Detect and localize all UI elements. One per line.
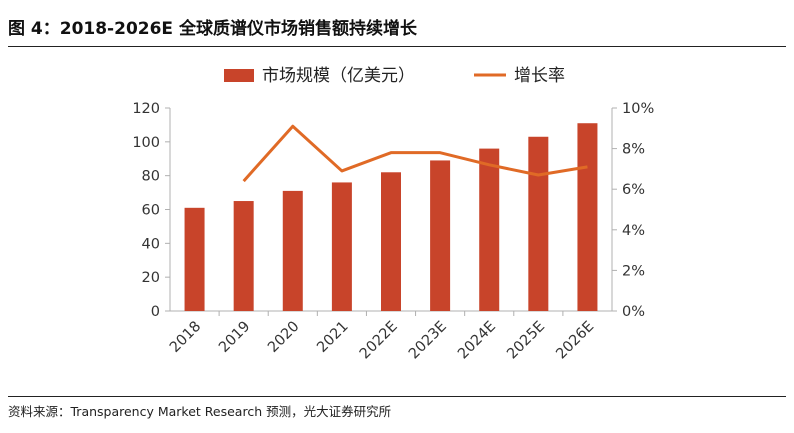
x-tick-label: 2020 bbox=[265, 319, 302, 356]
growth-line bbox=[242, 124, 588, 183]
x-tick-label: 2024E bbox=[455, 319, 499, 363]
x-tick-label: 2022E bbox=[357, 319, 401, 363]
x-tick-label: 2023E bbox=[406, 319, 450, 363]
y-left-tick-label: 80 bbox=[142, 169, 160, 185]
legend-label-bar: 市场规模（亿美元） bbox=[262, 66, 415, 86]
y-left-tick-label: 60 bbox=[142, 203, 160, 219]
bars bbox=[184, 123, 598, 311]
bar-2018 bbox=[184, 207, 205, 311]
title-rule bbox=[8, 46, 786, 47]
y-right-tick-label: 4% bbox=[622, 223, 645, 239]
y-right-tick-label: 10% bbox=[622, 101, 654, 117]
bar-2026E bbox=[577, 123, 598, 311]
y-left-tick-label: 40 bbox=[142, 236, 160, 252]
bar-2023E bbox=[430, 160, 451, 311]
bar-2024E bbox=[479, 148, 500, 311]
x-tick-label: 2018 bbox=[167, 319, 204, 356]
y-left-tick-label: 20 bbox=[142, 270, 160, 286]
x-tick-label: 2026E bbox=[553, 319, 597, 363]
growth-rate-line bbox=[242, 124, 588, 183]
legend-swatch-bar bbox=[224, 69, 254, 82]
source-rule bbox=[8, 396, 786, 397]
bar-2021 bbox=[331, 182, 352, 311]
axes: 0 20 40 60 80 100 120 0% 2% 4% 6% 8% 10% bbox=[132, 101, 654, 320]
y-right-tick-label: 6% bbox=[622, 182, 645, 198]
y-left-tick-label: 120 bbox=[132, 101, 160, 117]
x-tick-label: 2019 bbox=[216, 319, 253, 356]
source-note: 资料来源：Transparency Market Research 预测，光大证… bbox=[8, 404, 392, 419]
bar-2020 bbox=[282, 190, 303, 311]
bar-2025E bbox=[528, 136, 549, 311]
bar-2022E bbox=[381, 172, 401, 311]
figure-title: 图 4：2018-2026E 全球质谱仪市场销售额持续增长 bbox=[8, 19, 417, 39]
x-tick-label: 2021 bbox=[314, 319, 351, 356]
x-tick-label: 2025E bbox=[504, 319, 548, 363]
bar-2019 bbox=[233, 201, 254, 311]
y-left-tick-label: 0 bbox=[151, 304, 160, 320]
x-tick-labels: 2018 2019 2020 2021 2022E 2023E 2024E 2025E 2026… bbox=[167, 319, 597, 363]
y-right-tick-label: 0% bbox=[622, 304, 645, 320]
y-right-tick-label: 8% bbox=[622, 142, 645, 158]
combo-chart: 市场规模（亿美元） 增长率 0 20 40 60 80 100 120 0% 2% 4% 6% 8% 10… bbox=[132, 66, 654, 363]
y-right-tick-label: 2% bbox=[622, 263, 645, 279]
legend-label-line: 增长率 bbox=[514, 66, 565, 86]
y-left-tick-label: 100 bbox=[132, 135, 160, 151]
legend: 市场规模（亿美元） 增长率 bbox=[224, 66, 565, 86]
